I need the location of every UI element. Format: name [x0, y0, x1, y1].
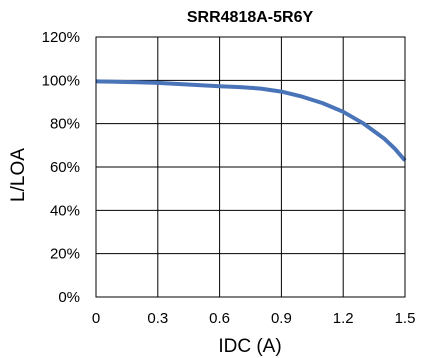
x-tick-label: 0.6 — [209, 310, 230, 327]
y-tick-label: 20% — [50, 246, 80, 263]
x-tick-label: 0.9 — [271, 310, 292, 327]
x-axis-label: IDC (A) — [218, 336, 281, 357]
x-tick-label: 0.3 — [147, 310, 168, 327]
chart-title: SRR4818A-5R6Y — [187, 9, 314, 26]
grid — [96, 37, 405, 297]
plot-frame — [95, 36, 406, 298]
series-line — [95, 79, 407, 162]
series-group — [95, 79, 407, 162]
y-tick-label: 40% — [50, 202, 80, 219]
y-tick-label: 120% — [42, 29, 80, 46]
x-tick-labels: 0 0.3 0.6 0.9 1.2 1.5 — [92, 310, 416, 327]
x-tick-label: 1.2 — [333, 310, 354, 327]
y-tick-labels: 0% 20% 40% 60% 80% 100% 120% — [42, 29, 80, 306]
x-tick-label: 1.5 — [395, 310, 416, 327]
y-tick-label: 0% — [58, 289, 80, 306]
x-tick-label: 0 — [92, 310, 100, 327]
y-tick-label: 80% — [50, 116, 80, 133]
y-tick-label: 60% — [50, 159, 80, 176]
y-tick-label: 100% — [42, 72, 80, 89]
y-axis-label: L/LOA — [8, 148, 29, 202]
